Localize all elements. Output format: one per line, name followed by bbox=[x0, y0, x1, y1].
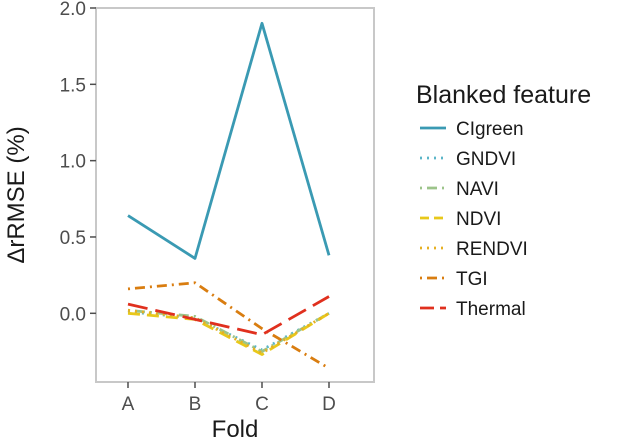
legend-label-tgi: TGI bbox=[456, 269, 488, 290]
x-tick-label: D bbox=[322, 394, 336, 415]
y-axis-title: ΔrRMSE (%) bbox=[3, 126, 30, 263]
series-line-cigreen bbox=[127, 21, 331, 260]
axis-layer: 0.0 0.5 1.0 1.5 2.0 A B C D bbox=[60, 0, 336, 415]
x-tick-label: C bbox=[255, 394, 269, 415]
y-tick-label: 1.0 bbox=[60, 152, 86, 173]
legend-label-rendvi: RENDVI bbox=[456, 239, 528, 260]
series-line-thermal bbox=[127, 295, 330, 337]
series-line-navi bbox=[127, 308, 330, 353]
x-tick-label: A bbox=[122, 394, 135, 415]
y-tick-label: 1.5 bbox=[60, 75, 86, 96]
y-tick-label: 2.0 bbox=[60, 0, 86, 20]
legend-title: Blanked feature bbox=[416, 81, 591, 109]
series-line-tgi bbox=[127, 281, 330, 370]
series-line-rendvi bbox=[127, 308, 330, 355]
y-tick-label: 0.5 bbox=[60, 228, 86, 249]
legend: Blanked feature CIgreen GNDVI NAVI NDVI REND… bbox=[416, 81, 591, 320]
legend-label-gndvi: GNDVI bbox=[456, 149, 516, 170]
legend-label-cigreen: CIgreen bbox=[456, 119, 524, 140]
panel-border bbox=[95, 7, 375, 383]
series-layer bbox=[127, 21, 331, 370]
x-tick-label: B bbox=[189, 394, 202, 415]
legend-label-ndvi: NDVI bbox=[456, 209, 501, 230]
x-axis-title: Fold bbox=[212, 416, 259, 443]
legend-label-navi: NAVI bbox=[456, 179, 499, 200]
legend-label-thermal: Thermal bbox=[456, 299, 526, 320]
y-tick-label: 0.0 bbox=[60, 304, 86, 325]
